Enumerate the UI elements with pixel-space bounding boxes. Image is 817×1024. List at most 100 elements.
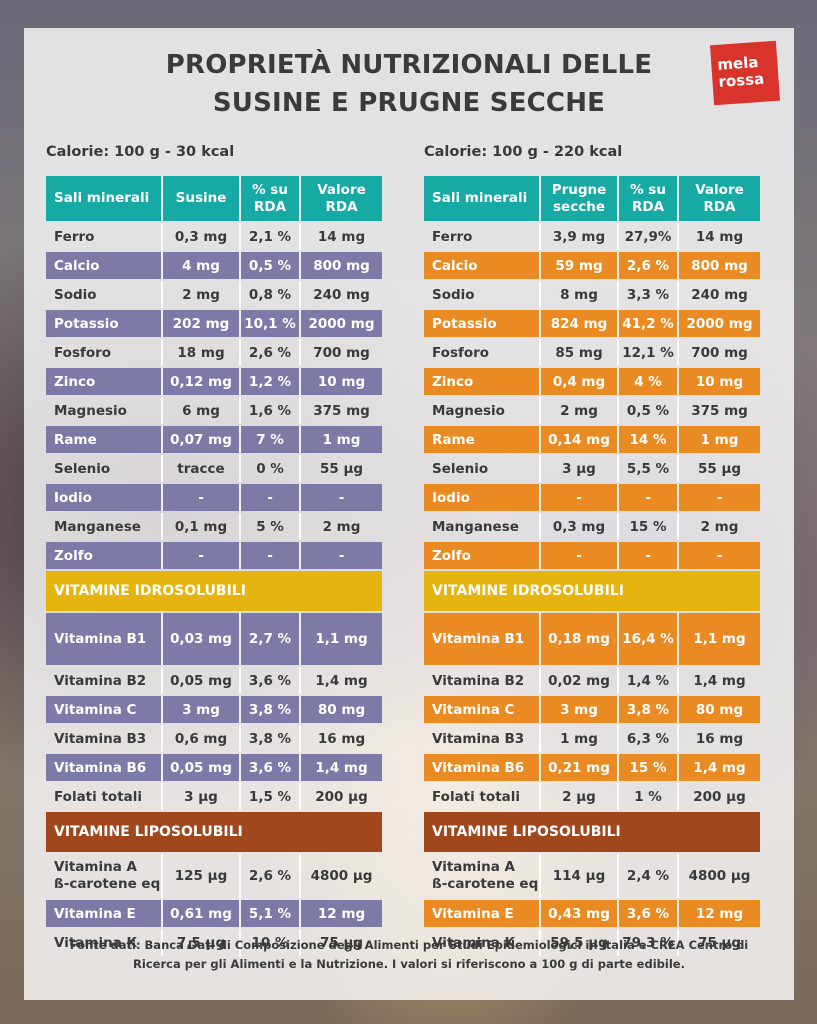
table-row: Potassio 202 mg 10,1 % 2000 mg [46,310,382,337]
value-cell: - [239,484,299,511]
table-row: Fosforo 18 mg 2,6 % 700 mg [46,339,382,366]
value-cell: 14 % [617,426,677,453]
table-row: Vitamina B6 0,05 mg 3,6 % 1,4 mg [46,754,382,781]
value-cell: - [677,484,760,511]
nutrient-name: Calcio [46,252,161,279]
value-cell: 1,4 mg [677,754,760,781]
nutrient-name: Vitamina B3 [432,730,525,747]
nutrient-name: Zinco [424,368,539,395]
nutrient-name: Selenio [432,460,489,477]
value-cell: 6,3 % [617,725,677,752]
source-line-2: Ricerca per gli Alimenti e la Nutrizione… [133,957,685,971]
nutrient-name-line: Vitamina A [54,859,137,875]
value-cell: 55 µg [677,455,760,482]
value-cell: 3,3 % [617,281,677,308]
value-cell: 0,05 mg [161,667,239,694]
table-row: Vitamina B1 0,18 mg 16,4 % 1,1 mg [424,613,760,665]
table-row: Vitamina B1 0,03 mg 2,7 % 1,1 mg [46,613,382,665]
value-cell: 700 mg [299,339,382,366]
value-cell: 0,18 mg [539,613,617,665]
value-cell: 1,5 % [239,783,299,810]
nutrient-name: Iodio [424,484,539,511]
nutrient-name: Vitamina K [54,934,137,951]
value-cell: 2 mg [161,281,239,308]
value-cell: 55 µg [299,455,382,482]
table-row: Fosforo 85 mg 12,1 % 700 mg [424,339,760,366]
value-cell: 0,1 mg [161,513,239,540]
table-row: Manganese 0,1 mg 5 % 2 mg [46,513,382,540]
section-title: VITAMINE LIPOSOLUBILI [46,812,382,852]
value-cell: 2 µg [539,783,617,810]
value-cell: 3,6 % [239,754,299,781]
value-cell: 2,1 % [239,223,299,250]
nutrient-name: Sodio [54,286,97,303]
value-cell: 10,1 % [239,310,299,337]
table-row: Vitamina B3 0,6 mg 3,8 % 16 mg [46,725,382,752]
value-cell: 10 % [239,929,299,956]
value-cell: 200 µg [677,783,760,810]
table-row: Vitamina B3 1 mg 6,3 % 16 mg [424,725,760,752]
value-cell: 2 mg [677,513,760,540]
value-cell: 0,14 mg [539,426,617,453]
nutrient-name: Fosforo [432,344,490,361]
table-row: Calcio 4 mg 0,5 % 800 mg [46,252,382,279]
value-cell: 375 mg [677,397,760,424]
value-cell: 1,4 mg [299,754,382,781]
table-row: Vitamina B2 0,05 mg 3,6 % 1,4 mg [46,667,382,694]
section-header-row: VITAMINE LIPOSOLUBILI [424,812,760,852]
value-cell: 0,43 mg [539,900,617,927]
value-cell: 0,4 mg [539,368,617,395]
nutrient-name: Folati totali [432,788,521,805]
value-cell: 0,03 mg [161,613,239,665]
value-cell: 800 mg [677,252,760,279]
nutrient-name: Zolfo [46,542,161,569]
value-cell: 59 mg [539,252,617,279]
table-row: Vitamina B6 0,21 mg 15 % 1,4 mg [424,754,760,781]
value-cell: 4 mg [161,252,239,279]
nutrient-name: Ferro [54,228,95,245]
value-cell: - [239,542,299,569]
header-cell: % su RDA [617,176,677,221]
value-cell: 3,8 % [239,696,299,723]
nutrient-name: Potassio [424,310,539,337]
value-cell: 0,3 mg [161,223,239,250]
value-cell: 10 mg [299,368,382,395]
melarossa-logo: mela rossa [709,40,781,106]
value-cell: 41,2 % [617,310,677,337]
logo-line-2: rossa [717,69,765,91]
title-line-1: PROPRIETÀ NUTRIZIONALI DELLE [165,50,653,80]
header-row: Sali minerali Prugne secche% su RDA Valore… [424,176,760,221]
value-cell: 16,4 % [617,613,677,665]
table-row: Selenio tracce 0 % 55 µg [46,455,382,482]
page-title: PROPRIETÀ NUTRIZIONALI DELLE SUSINE E PR… [24,46,794,122]
title-line-2: SUSINE E PRUGNE SECCHE [212,88,606,118]
value-cell: 0,12 mg [161,368,239,395]
header-cell: Valore RDA [677,176,760,221]
value-cell: 3 µg [539,455,617,482]
value-cell: 85 mg [539,339,617,366]
value-cell: 75 µg [677,929,760,956]
nutrient-name: Vitamina B3 [54,730,147,747]
table-row: Ferro 0,3 mg 2,1 % 14 mg [46,223,382,250]
source-note: Fonte dati: Banca Dati di Composizione d… [48,936,770,974]
nutrient-name: Potassio [46,310,161,337]
value-cell: - [299,542,382,569]
section-header-row: VITAMINE IDROSOLUBILI [424,571,760,611]
value-cell: 800 mg [299,252,382,279]
table-row: Magnesio 2 mg 0,5 % 375 mg [424,397,760,424]
value-cell: 12,1 % [617,339,677,366]
section-header-row: VITAMINE IDROSOLUBILI [46,571,382,611]
value-cell: 6 mg [161,397,239,424]
table-row: Vitamina K 7,5 µg 10 % 75 µg [46,929,382,956]
nutrient-name: Manganese [432,518,519,535]
nutrient-name: Magnesio [54,402,127,419]
header-cell: Prugne secche [539,176,617,221]
nutrient-name: Ferro [432,228,473,245]
table-row: Iodio - - - [46,484,382,511]
header-cell: Valore RDA [299,176,382,221]
value-cell: 0,02 mg [539,667,617,694]
value-cell: 3,8 % [239,725,299,752]
